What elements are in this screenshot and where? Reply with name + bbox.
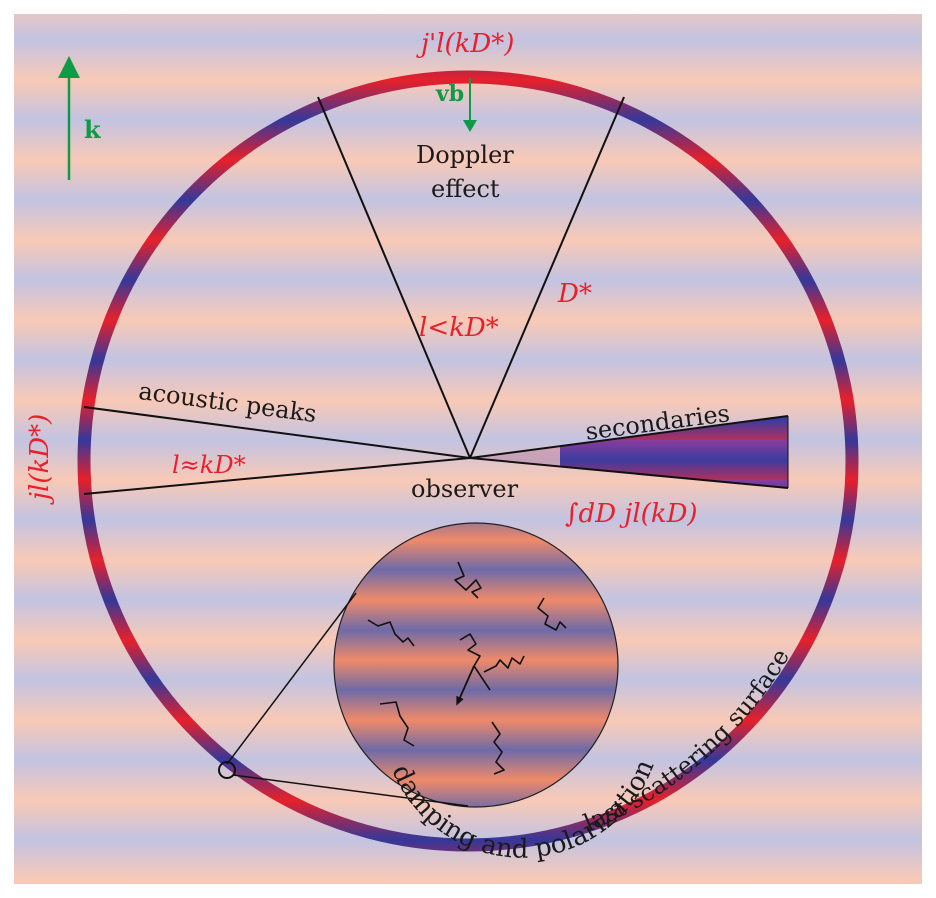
acoustic-line-upper xyxy=(83,406,471,459)
acoustic-limit-label: l≈kD* xyxy=(172,451,246,479)
random-walk-8 xyxy=(473,665,491,691)
random-walk-5 xyxy=(483,655,525,673)
velocity-label: vb xyxy=(435,81,464,107)
zoom-circle xyxy=(333,522,619,808)
doppler-label-line1: Doppler xyxy=(416,141,514,169)
secondaries-edges xyxy=(469,415,789,489)
secondaries-wedge xyxy=(470,416,788,488)
scattered-photon-arrow xyxy=(456,665,475,706)
doppler-line-left xyxy=(317,96,471,459)
photon-random-walks xyxy=(367,561,567,775)
acoustic-line-lower xyxy=(83,457,471,495)
random-walk-1 xyxy=(454,561,482,599)
sight-lines xyxy=(83,96,625,495)
left-bessel-label: jl(kD*) xyxy=(25,414,55,505)
random-walk-7 xyxy=(491,721,505,775)
small-scale-label: l<kD* xyxy=(419,313,499,343)
last-scattering-ring xyxy=(77,70,859,852)
doppler-line-right xyxy=(469,96,625,459)
random-walk-3 xyxy=(537,597,567,631)
integral-label: ∫dD jl(kD) xyxy=(565,499,698,529)
random-walk-4 xyxy=(459,633,481,667)
doppler-label-line2: effect xyxy=(431,175,500,203)
zoom-connector-lower xyxy=(232,774,469,807)
wavevector-arrow xyxy=(58,56,80,180)
random-walk-2 xyxy=(367,619,415,647)
random-walk-6 xyxy=(379,701,415,747)
zoom-connector-upper xyxy=(226,592,357,765)
observer-label: observer xyxy=(411,475,519,503)
distance-label: D* xyxy=(557,279,592,309)
zoom-origin-circle xyxy=(218,761,236,779)
wavevector-label: k xyxy=(84,115,102,144)
velocity-arrow xyxy=(463,78,477,132)
top-bessel-label: j'l(kD*) xyxy=(416,29,514,59)
